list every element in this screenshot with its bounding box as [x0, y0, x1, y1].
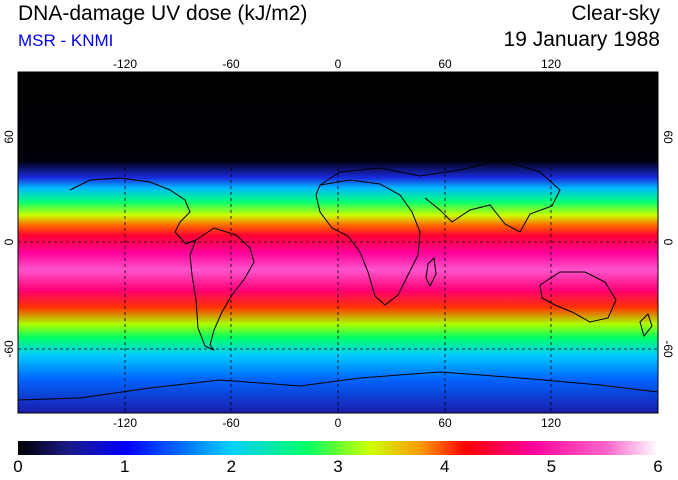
lon-tick-bottom: 60: [438, 416, 452, 430]
lat-tick-right: -60: [661, 340, 675, 358]
lat-tick-right: 0: [661, 239, 675, 246]
source-label: MSR - KNMI: [18, 31, 114, 50]
colorbar-label: 0: [13, 457, 23, 476]
lon-tick-top: 120: [541, 57, 561, 71]
lat-tick-left: -60: [2, 340, 16, 358]
colorbar-label: 5: [546, 457, 557, 476]
lon-tick-bottom: 0: [335, 416, 342, 430]
colorbar-label: 6: [653, 457, 663, 476]
colorbar-label: 2: [226, 457, 237, 476]
graticule: [18, 72, 658, 413]
sky-condition-label: Clear-sky: [571, 2, 660, 25]
lat-tick-right: 60: [661, 130, 675, 144]
lon-tick-top: -60: [222, 57, 240, 71]
date-label: 19 January 1988: [503, 28, 660, 51]
lon-tick-top: 0: [335, 57, 342, 71]
colorbar-label: 1: [119, 457, 130, 476]
lon-tick-top: 60: [438, 57, 452, 71]
lat-tick-left: 0: [2, 238, 16, 245]
coastlines: [17, 159, 659, 401]
lon-tick-bottom: 120: [541, 416, 561, 430]
colorbar-label: 3: [333, 457, 343, 476]
colorbar: [18, 441, 658, 455]
lat-tick-left: 60: [2, 130, 16, 144]
colorbar-label: 4: [439, 457, 450, 476]
map-title: DNA-damage UV dose (kJ/m2): [18, 2, 308, 25]
lon-tick-bottom: -120: [113, 416, 137, 430]
lon-tick-bottom: -60: [222, 416, 240, 430]
lon-tick-top: -120: [113, 57, 137, 71]
map-frame: [17, 71, 659, 414]
